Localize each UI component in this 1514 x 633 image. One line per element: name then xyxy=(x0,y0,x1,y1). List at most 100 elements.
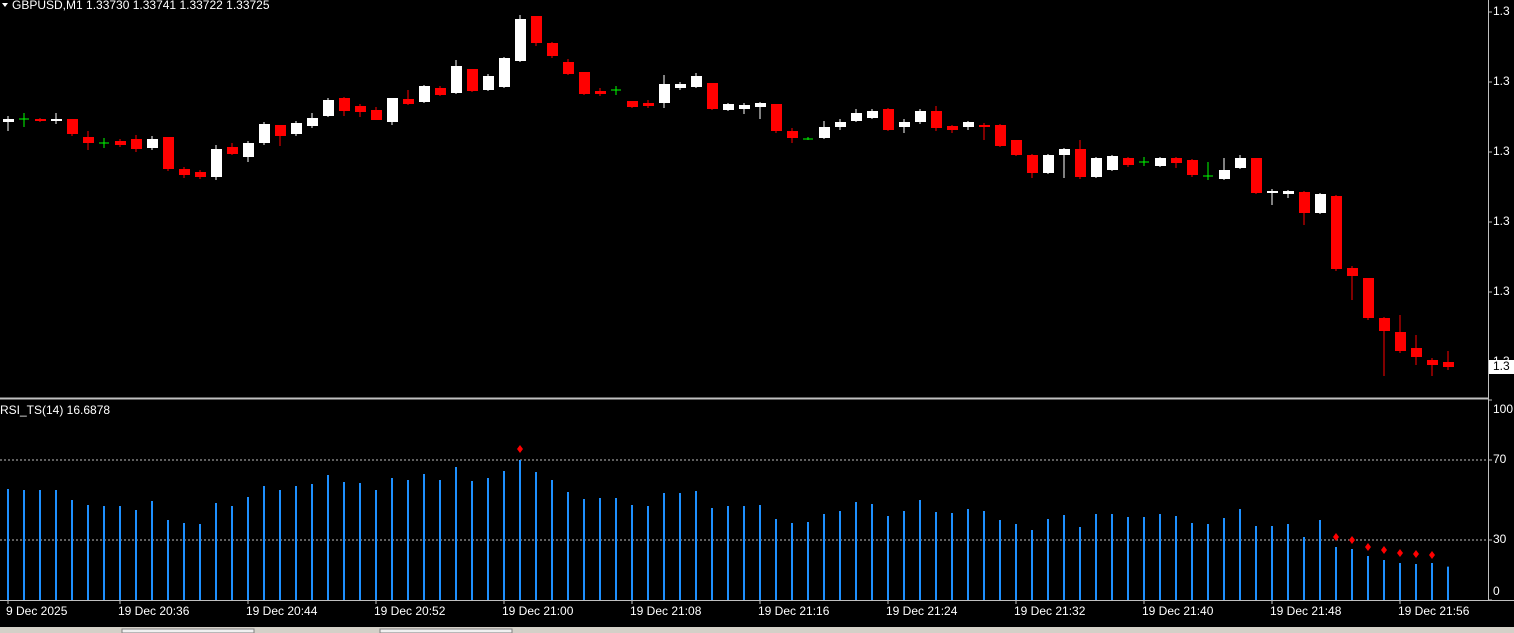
rsi-bar xyxy=(1287,524,1289,600)
candle-body xyxy=(323,100,334,116)
rsi-bar xyxy=(567,492,569,600)
rsi-bar xyxy=(823,514,825,600)
tab[interactable] xyxy=(379,628,513,633)
candle-body xyxy=(851,113,862,121)
rsi-bar xyxy=(1415,564,1417,600)
last-price-box xyxy=(1489,360,1514,374)
rsi-bar xyxy=(1063,515,1065,600)
candle-body xyxy=(1075,149,1086,177)
rsi-bar xyxy=(1319,520,1321,600)
signal-marker xyxy=(1413,550,1419,558)
y-tick-label: 30 xyxy=(1493,532,1507,546)
rsi-bar xyxy=(711,508,713,600)
candle-body xyxy=(1395,332,1406,351)
candle-body xyxy=(723,104,734,110)
candle-body xyxy=(67,119,78,134)
rsi-bar xyxy=(679,493,681,600)
candle-body xyxy=(1347,268,1358,276)
rsi-bar xyxy=(1111,514,1113,600)
rsi-bar xyxy=(23,490,25,600)
candle-body xyxy=(563,62,574,74)
rsi-bar xyxy=(119,506,121,600)
rsi-bar xyxy=(279,490,281,600)
rsi-bar xyxy=(1335,547,1337,600)
rsi-bar xyxy=(439,480,441,600)
x-tick-label: 19 Dec 20:44 xyxy=(246,604,318,618)
rsi-bar xyxy=(55,490,57,600)
rsi-bar xyxy=(471,481,473,600)
rsi-bar xyxy=(807,522,809,600)
y-tick-label: 70 xyxy=(1493,452,1507,466)
rsi-bar xyxy=(871,504,873,600)
rsi-bar xyxy=(423,474,425,600)
rsi-bar xyxy=(103,506,105,600)
candle-body xyxy=(307,118,318,126)
candle-body xyxy=(1443,362,1454,367)
rsi-bar xyxy=(391,478,393,600)
x-tick-label: 19 Dec 21:16 xyxy=(758,604,830,618)
rsi-bar xyxy=(1399,563,1401,600)
rsi-bar xyxy=(1095,514,1097,600)
candle-body xyxy=(467,69,478,91)
y-tick-label: 100 xyxy=(1493,402,1513,416)
rsi-bar xyxy=(295,486,297,600)
rsi-bar xyxy=(135,510,137,600)
candle-body xyxy=(243,143,254,157)
candle-body xyxy=(787,131,798,138)
candle-body xyxy=(275,125,286,136)
candle-body xyxy=(179,169,190,175)
candle-body xyxy=(451,66,462,93)
rsi-bar xyxy=(1175,516,1177,600)
candle-body xyxy=(371,110,382,120)
signal-marker xyxy=(1333,533,1339,541)
candle-body xyxy=(195,172,206,177)
signal-marker xyxy=(1349,536,1355,544)
rsi-bar xyxy=(967,509,969,600)
candle-body xyxy=(691,76,702,87)
rsi-bar xyxy=(743,506,745,600)
candle-body xyxy=(403,99,414,104)
candle-body xyxy=(979,125,990,127)
rsi-bar xyxy=(1367,556,1369,600)
y-tick-label: 1.3 xyxy=(1493,144,1510,158)
candle-body xyxy=(131,139,142,149)
rsi-bar xyxy=(887,516,889,600)
candle-body xyxy=(227,147,238,154)
candle-body xyxy=(211,149,222,177)
candle-body xyxy=(1187,160,1198,175)
candle-body xyxy=(355,106,366,112)
rsi-bar xyxy=(1127,517,1129,600)
rsi-bar xyxy=(599,498,601,600)
menu-arrow[interactable] xyxy=(2,3,8,7)
candle-body xyxy=(515,19,526,61)
rsi-bar xyxy=(39,490,41,600)
rsi-bar xyxy=(183,523,185,600)
candle-body xyxy=(643,103,654,106)
rsi-bar xyxy=(375,490,377,600)
candle-body xyxy=(963,122,974,127)
rsi-bar xyxy=(7,489,9,600)
candle-body xyxy=(1171,158,1182,163)
rsi-bar xyxy=(775,519,777,600)
candle-body xyxy=(1027,155,1038,173)
y-tick-label: 0 xyxy=(1493,584,1500,598)
x-tick-label: 9 Dec 2025 xyxy=(6,604,68,618)
rsi-bar xyxy=(1351,549,1353,600)
candle-body xyxy=(947,126,958,130)
tab[interactable] xyxy=(121,628,255,633)
rsi-bar xyxy=(759,505,761,600)
rsi-bar xyxy=(663,493,665,600)
signal-marker xyxy=(1381,546,1387,554)
candle-body xyxy=(627,101,638,107)
rsi-bar xyxy=(983,511,985,600)
rsi-bar xyxy=(1015,524,1017,600)
rsi-bar xyxy=(791,523,793,600)
rsi-bar xyxy=(151,501,153,600)
rsi-bar xyxy=(1431,563,1433,600)
rsi-bar xyxy=(855,502,857,600)
x-tick-label: 19 Dec 21:56 xyxy=(1398,604,1470,618)
rsi-bar xyxy=(535,472,537,600)
rsi-bar xyxy=(1447,566,1449,600)
